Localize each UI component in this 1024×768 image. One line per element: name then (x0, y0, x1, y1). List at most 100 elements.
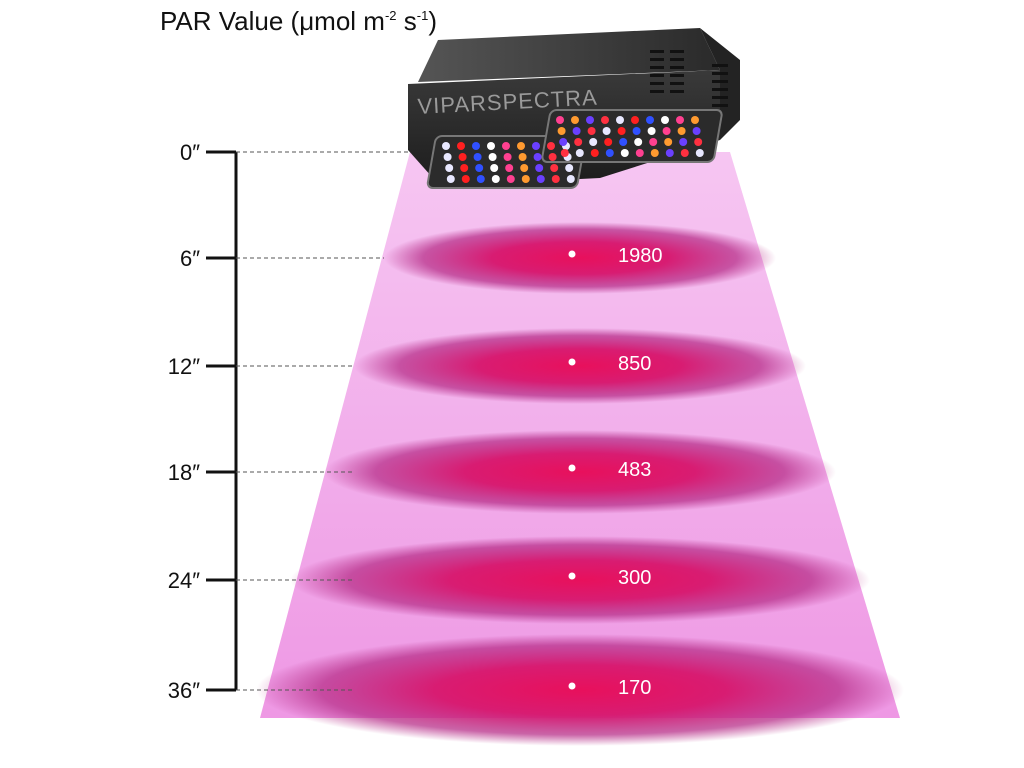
grow-light-lamp: VIPARSPECTRA (408, 28, 740, 189)
led (535, 164, 544, 172)
led (472, 142, 480, 150)
led (473, 153, 482, 161)
led (557, 127, 566, 135)
led (617, 127, 626, 135)
led (619, 138, 628, 146)
led (443, 153, 452, 161)
intensity-ellipse (324, 430, 836, 514)
intensity-ellipses (256, 222, 904, 746)
par-value-label: 483 (618, 459, 651, 481)
led (442, 142, 450, 150)
intensity-ellipse (384, 222, 776, 294)
led (517, 142, 525, 150)
led (457, 142, 465, 150)
led (445, 164, 454, 172)
led (571, 116, 579, 124)
led (695, 149, 704, 157)
led (460, 164, 469, 172)
lamp-top (418, 28, 720, 82)
led (518, 153, 527, 161)
led (556, 116, 564, 124)
led (602, 127, 611, 135)
led-array (442, 116, 704, 183)
led (503, 153, 512, 161)
led (490, 164, 499, 172)
led (575, 149, 584, 157)
height-label: 0″ (180, 140, 200, 165)
led (680, 149, 689, 157)
title-prefix: PAR Value (μmol m (160, 6, 385, 36)
led (520, 164, 529, 172)
led (676, 116, 684, 124)
led (634, 138, 643, 146)
intensity-ellipse (290, 536, 870, 624)
led (461, 175, 470, 183)
led (587, 127, 596, 135)
led (491, 175, 500, 183)
led (632, 127, 641, 135)
led (694, 138, 703, 146)
led (620, 149, 629, 157)
intensity-ellipse (256, 634, 904, 746)
led (532, 142, 540, 150)
led (589, 138, 598, 146)
height-label: 18″ (168, 460, 200, 485)
height-label: 12″ (168, 354, 200, 379)
intensity-ellipse (354, 328, 806, 404)
height-labels: 0″ 6″ 12″ 18″ 24″ 36″ (168, 140, 200, 703)
led (650, 149, 659, 157)
led (590, 149, 599, 157)
led (476, 175, 485, 183)
measurement-dot (568, 250, 576, 258)
led (635, 149, 644, 157)
led (506, 175, 515, 183)
measurement-dot (568, 682, 576, 690)
led (692, 127, 701, 135)
led (662, 127, 671, 135)
led (649, 138, 658, 146)
led (550, 164, 559, 172)
height-label: 6″ (180, 246, 200, 271)
par-values: 1980 850 483 300 170 (568, 245, 663, 699)
height-label: 36″ (168, 678, 200, 703)
led (677, 127, 686, 135)
par-value-label: 1980 (618, 245, 663, 267)
led (647, 127, 656, 135)
led (691, 116, 699, 124)
led (547, 142, 555, 150)
led (572, 127, 581, 135)
led (446, 175, 455, 183)
led (487, 142, 495, 150)
led (548, 153, 557, 161)
led (533, 153, 542, 161)
par-value-label: 300 (618, 567, 651, 589)
measurement-dot (568, 358, 576, 366)
led (601, 116, 609, 124)
led (586, 116, 594, 124)
led (605, 149, 614, 157)
led-panel-right (541, 109, 723, 163)
led (565, 164, 574, 172)
led (574, 138, 583, 146)
led (616, 116, 624, 124)
title-exponent-2: -1 (416, 8, 429, 23)
led (661, 116, 669, 124)
vent-slots (650, 50, 728, 107)
par-value-label: 170 (618, 677, 651, 699)
led (505, 164, 514, 172)
led (560, 149, 569, 157)
led (475, 164, 484, 172)
led (521, 175, 530, 183)
title-mid: s (396, 6, 417, 36)
led (646, 116, 654, 124)
title-suffix: ) (428, 6, 437, 36)
led (679, 138, 688, 146)
led (604, 138, 613, 146)
led (536, 175, 545, 183)
led (488, 153, 497, 161)
title-exponent-1: -2 (384, 8, 397, 23)
led (458, 153, 467, 161)
led (551, 175, 560, 183)
measurement-dot (568, 464, 576, 472)
